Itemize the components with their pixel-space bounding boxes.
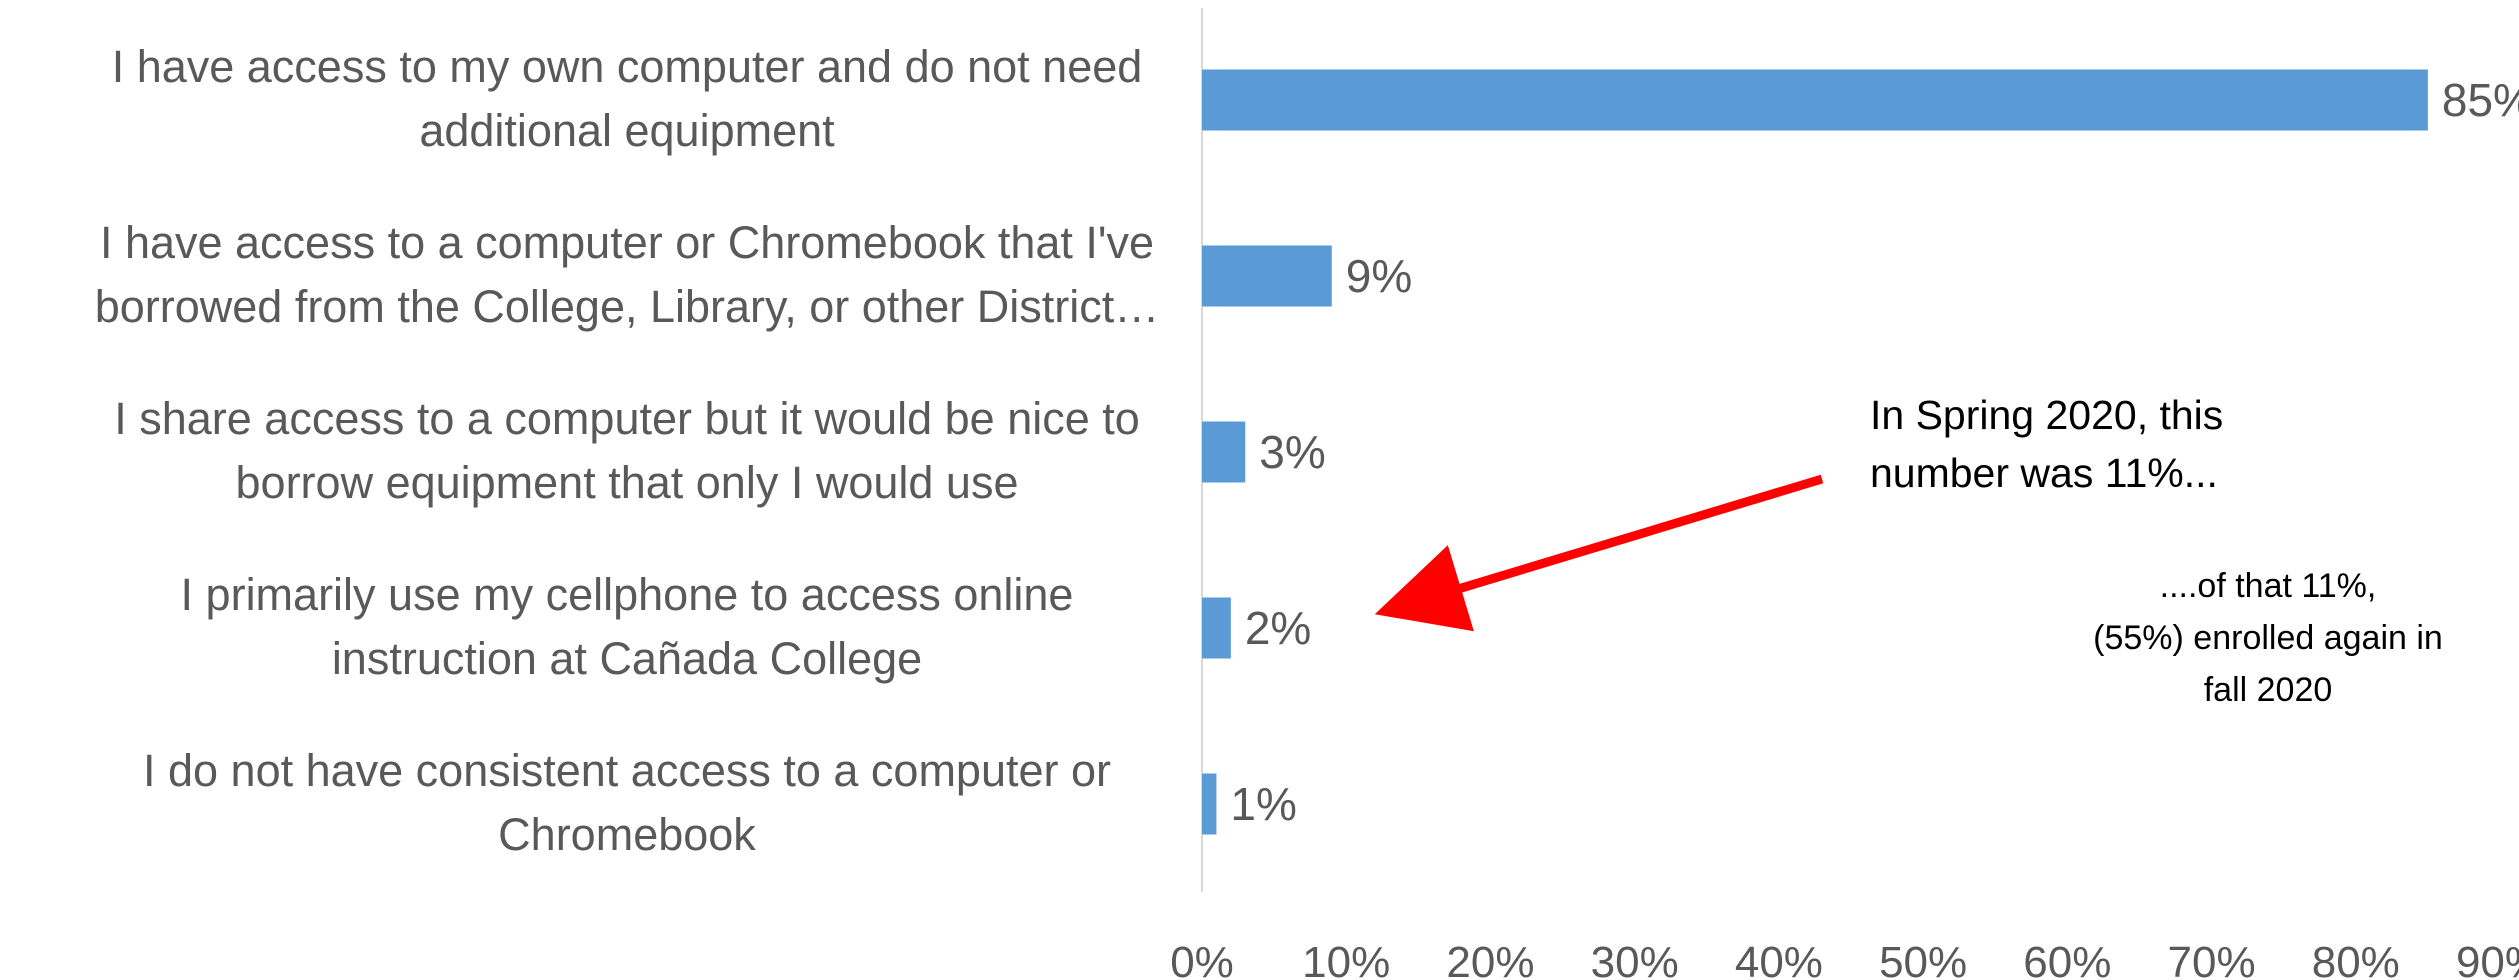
data-label: 9% [1346,250,1412,302]
x-tick-label: 30% [1591,938,1679,980]
data-label: 3% [1259,426,1325,478]
bar [1202,245,1332,307]
category-label: I have access to a computer or Chromeboo… [100,217,1154,268]
annotation-line-2: number was 11%... [1870,450,2218,496]
annotation-line-1: In Spring 2020, this [1870,392,2224,438]
category-label: additional equipment [419,105,835,156]
bars-layer [1202,69,2428,835]
labels-layer: 85% I have access to my own computer and … [95,41,2519,860]
axis-layer: 0% 10% 20% 30% 40% 50% 60% 70% 80% 90% [1170,8,2519,980]
category-label: I share access to a computer but it woul… [114,393,1140,444]
fall-2020-annotation: ....of that 11%, (55%) enrolled again in… [2058,560,2478,716]
data-label: 1% [1230,778,1296,830]
x-tick-label: 20% [1446,938,1534,980]
bar [1202,597,1231,659]
data-label: 85% [2442,74,2519,126]
bar [1202,69,2428,131]
x-tick-label: 80% [2312,938,2400,980]
category-label: I primarily use my cellphone to access o… [181,569,1074,620]
x-tick-label: 10% [1302,938,1390,980]
x-tick-label: 50% [1879,938,1967,980]
x-tick-label: 0% [1170,938,1234,980]
bar [1202,773,1217,835]
x-tick-label: 60% [2023,938,2111,980]
category-label: instruction at Cañada College [332,633,922,684]
category-label: I do not have consistent access to a com… [143,745,1111,796]
annotation-line-2: (55%) enrolled again in [2093,619,2443,657]
category-label: I have access to my own computer and do … [112,41,1143,92]
spring-2020-annotation: In Spring 2020, this number was 11%... [1870,386,2223,502]
x-tick-label: 70% [2168,938,2256,980]
category-label: borrowed from the College, Library, or o… [95,281,1160,332]
category-label: borrow equipment that only I would use [236,457,1019,508]
callout-arrow [1374,474,1824,632]
x-tick-label: 90% [2456,938,2519,980]
annotation-line-3: fall 2020 [2203,671,2333,709]
bar [1202,421,1246,483]
annotation-line-1: ....of that 11%, [2159,567,2377,605]
data-label: 2% [1245,602,1311,654]
x-tick-label: 40% [1735,938,1823,980]
category-label: Chromebook [498,809,756,860]
